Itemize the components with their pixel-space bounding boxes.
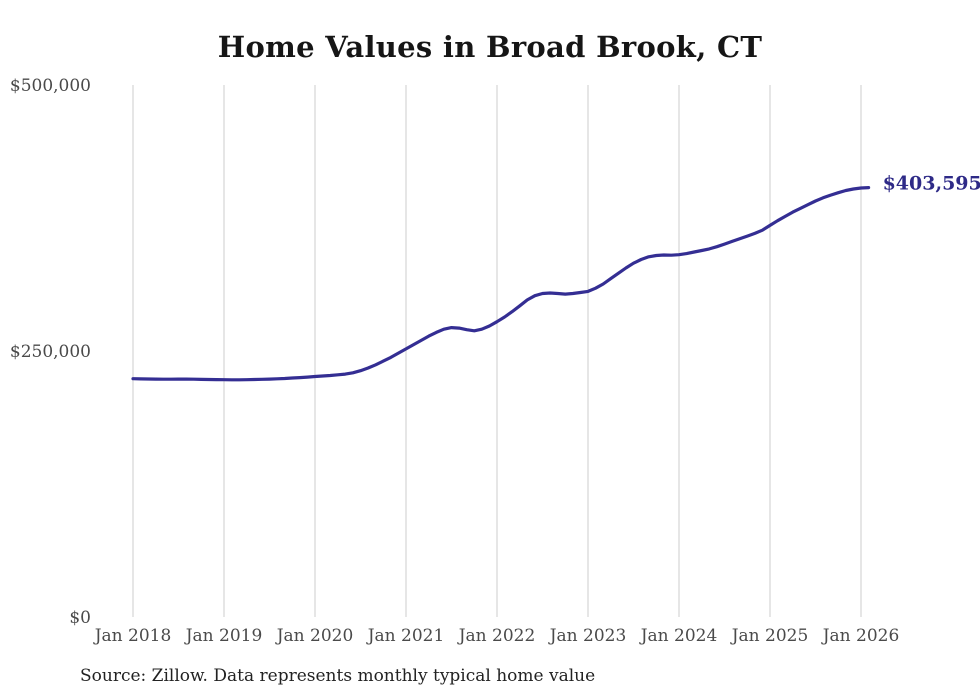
- x-axis-tick-label: Jan 2026: [821, 626, 900, 646]
- x-axis-tick-label: Jan 2019: [184, 626, 263, 646]
- y-axis-tick-label: $500,000: [10, 76, 91, 96]
- final-value-label: $403,595: [883, 173, 980, 195]
- x-axis-tick-label: Jan 2023: [548, 626, 627, 646]
- x-axis-tick-label: Jan 2022: [457, 626, 536, 646]
- y-axis-tick-label: $250,000: [10, 342, 91, 362]
- home-value-line: [131, 186, 871, 382]
- x-axis-tick-label: Jan 2024: [639, 626, 718, 646]
- x-axis-tick-label: Jan 2018: [93, 626, 172, 646]
- x-axis-tick-label: Jan 2021: [366, 626, 445, 646]
- x-axis-tick-label: Jan 2020: [275, 626, 354, 646]
- source-note: Source: Zillow. Data represents monthly …: [80, 666, 596, 686]
- chart-title: Home Values in Broad Brook, CT: [217, 30, 763, 64]
- x-axis-tick-label: Jan 2025: [730, 626, 809, 646]
- y-axis-tick-label: $0: [69, 608, 91, 628]
